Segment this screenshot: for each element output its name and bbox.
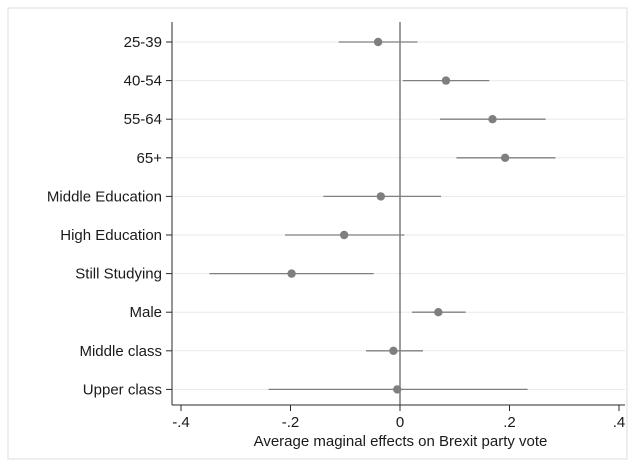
point-estimate [500, 153, 510, 162]
y-tick-label: Middle class [79, 343, 162, 360]
plot-area-border [7, 7, 628, 460]
y-tick-label: Middle Education [47, 188, 162, 205]
x-tick-label: .4 [613, 414, 626, 431]
y-tick-label: 25-39 [124, 34, 162, 51]
point-estimate [441, 76, 451, 85]
x-tick-label: 0 [396, 414, 404, 431]
point-estimate [287, 269, 296, 278]
point-estimate [488, 115, 497, 124]
y-tick-label: 40-54 [124, 73, 162, 90]
y-tick-label: Upper class [83, 381, 162, 398]
point-estimate [339, 230, 349, 240]
x-tick-label: -.2 [282, 414, 300, 431]
point-estimate [389, 346, 398, 355]
x-axis-ticks: -.4 -.2 0 .2 .4 [172, 405, 625, 431]
point-estimate [373, 37, 383, 47]
y-tick-label: High Education [60, 227, 162, 244]
y-axis-ticks: 25-39 40-54 55-64 65+ Middle Education High E… [47, 34, 172, 398]
x-axis-title: Average maginal effects on Brexit party … [254, 433, 548, 450]
y-tick-label: Still Studying [75, 266, 162, 283]
y-tick-label: Male [129, 304, 162, 321]
point-estimate [434, 308, 443, 317]
y-tick-label: 55-64 [124, 111, 162, 128]
point-estimate [393, 385, 402, 394]
point-estimates [287, 37, 510, 394]
x-tick-label: .2 [503, 414, 516, 431]
x-tick-label: -.4 [172, 414, 190, 431]
y-tick-label: 65+ [137, 150, 163, 167]
point-estimate [376, 192, 386, 201]
